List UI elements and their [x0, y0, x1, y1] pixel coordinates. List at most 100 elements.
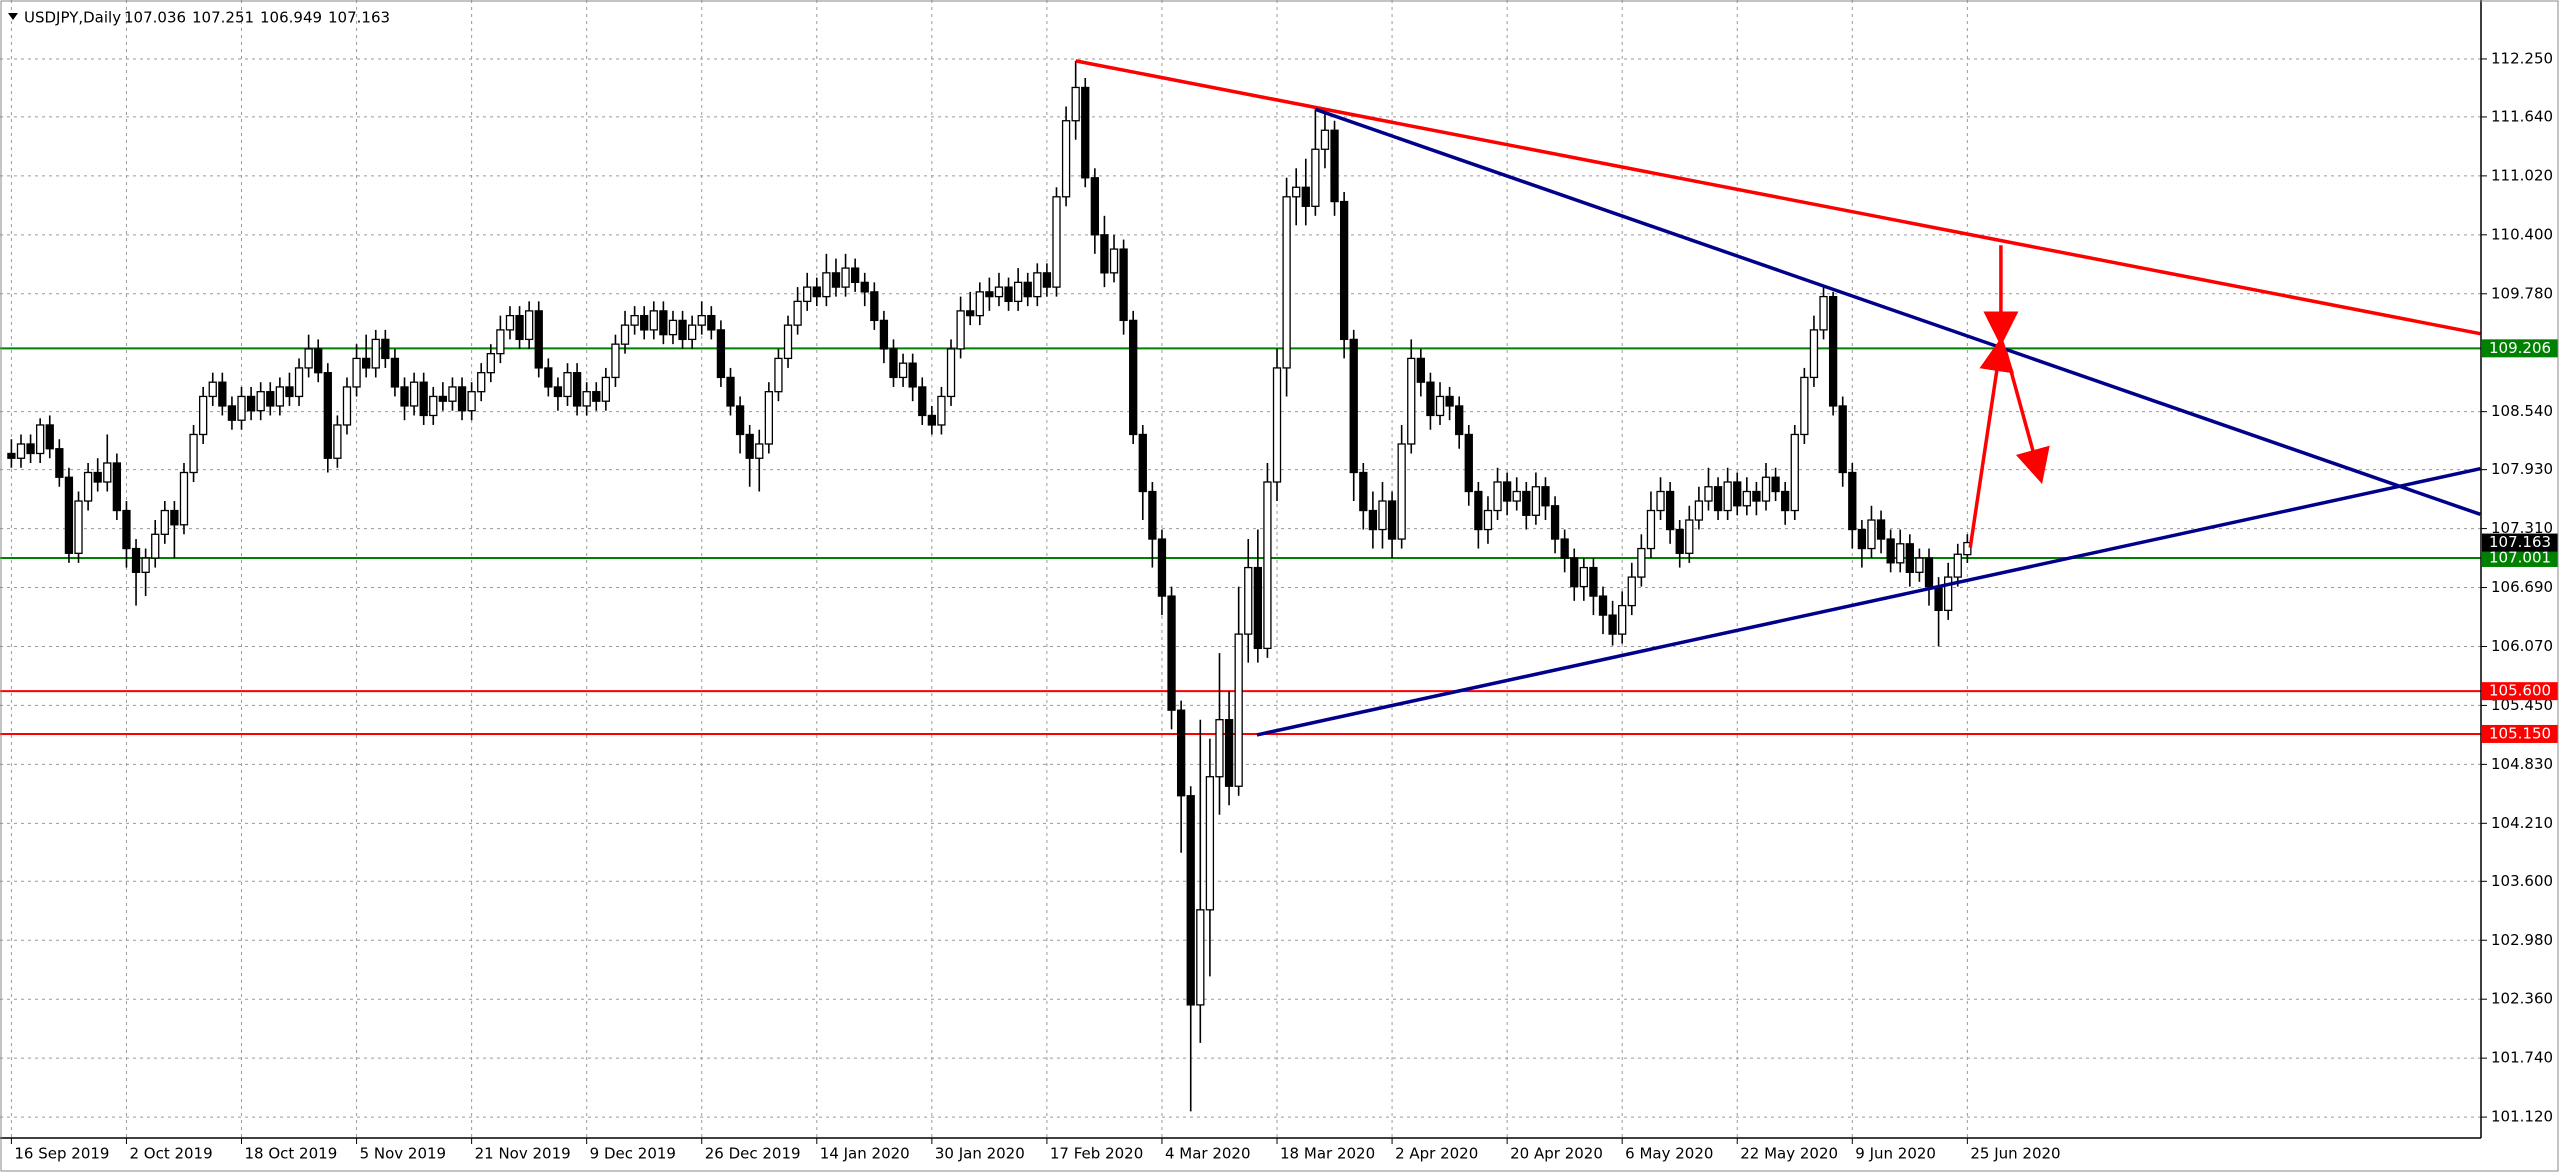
candle-body: [908, 362, 917, 388]
candle-body: [1426, 381, 1435, 417]
candle-body: [879, 319, 889, 350]
candle-body: [1627, 576, 1636, 607]
x-tick-label: 30 Jan 2020: [935, 1145, 1025, 1163]
x-tick-label: 2 Oct 2019: [129, 1145, 212, 1163]
candle-body: [208, 381, 217, 398]
candle-body: [1263, 481, 1272, 650]
candle-body: [1368, 509, 1378, 531]
candle-body: [1541, 486, 1550, 507]
candle-body: [93, 471, 102, 483]
y-tick-label: 101.120: [2491, 1108, 2553, 1126]
x-tick-label: 20 Apr 2020: [1510, 1145, 1603, 1163]
candle-body: [1474, 490, 1483, 531]
x-tick-label: 25 Jun 2020: [1970, 1145, 2060, 1163]
candle-body: [1934, 585, 1943, 612]
x-tick-label: 4 Mar 2020: [1165, 1145, 1251, 1163]
candle-body: [1023, 281, 1032, 298]
level-label-box: [2482, 339, 2558, 358]
candle-body: [1560, 538, 1569, 559]
candle-body: [975, 291, 984, 317]
candle-body: [371, 338, 380, 369]
candle-body: [898, 362, 908, 379]
candle-body: [1665, 490, 1675, 531]
candle-body: [1176, 709, 1186, 797]
candle-body: [1828, 295, 1838, 407]
candle-body: [534, 310, 543, 369]
candle-body: [745, 433, 754, 459]
candle-body: [1618, 604, 1627, 635]
candle-body: [889, 348, 898, 379]
candle-body: [966, 310, 975, 317]
candle-body: [1905, 543, 1914, 573]
candle-body: [1781, 490, 1790, 512]
x-tick-label: 2 Apr 2020: [1395, 1145, 1478, 1163]
candle-body: [323, 372, 332, 459]
y-tick-label: 112.250: [2491, 49, 2553, 67]
candle-body: [55, 448, 64, 478]
arrow: [2004, 351, 2050, 485]
header-high: 107.251: [192, 9, 254, 27]
trendline: [1075, 59, 2481, 336]
candle-body: [122, 509, 131, 550]
candle-body: [668, 319, 678, 336]
candle-body: [1234, 633, 1243, 787]
candle-body: [803, 286, 812, 303]
candle-body: [1685, 519, 1694, 554]
candle-body: [1550, 505, 1560, 540]
candle-body: [697, 314, 706, 326]
candle-body: [1397, 443, 1406, 540]
candle-body: [1033, 272, 1042, 298]
candle-body: [390, 357, 400, 388]
candle-body: [333, 424, 342, 459]
candle-body: [1771, 476, 1780, 493]
header-close: 107.163: [328, 9, 390, 27]
y-tick-label: 110.400: [2491, 225, 2553, 243]
candle-body: [870, 291, 879, 322]
candle-body: [1713, 486, 1723, 512]
level-label: 105.600: [2489, 682, 2551, 700]
y-tick-label: 108.540: [2491, 402, 2553, 420]
candle-body: [505, 314, 515, 331]
candle-body: [1598, 595, 1608, 616]
y-tick-label: 104.210: [2491, 814, 2553, 832]
candle-body: [1694, 500, 1704, 521]
candle-body: [1742, 490, 1751, 507]
x-tick-label: 9 Jun 2020: [1855, 1145, 1936, 1163]
candle-body: [611, 343, 620, 379]
candle-body: [525, 310, 534, 341]
candle-body: [1138, 433, 1147, 493]
candle-body: [1148, 490, 1157, 540]
candle-body: [649, 310, 658, 331]
candle-body: [1253, 566, 1262, 650]
candle-body: [467, 391, 476, 412]
candle-body: [45, 424, 54, 450]
candle-body: [419, 381, 428, 417]
candle-body: [1790, 433, 1799, 512]
trendlines: [1075, 59, 2481, 737]
candle-body: [1761, 476, 1771, 502]
candle-body: [26, 443, 35, 455]
candle-body: [1848, 471, 1857, 531]
menu-icon[interactable]: [8, 13, 18, 20]
candle-body: [1013, 281, 1023, 303]
y-tick-label: 106.690: [2491, 578, 2553, 596]
candle-body: [352, 357, 361, 388]
candle-body: [1272, 367, 1282, 483]
candle-body: [74, 500, 83, 554]
candle-body: [515, 314, 524, 341]
candle-body: [1042, 272, 1052, 288]
candle-body: [199, 395, 208, 436]
candle-body: [1224, 719, 1234, 787]
candle-body: [822, 272, 831, 298]
candle-body: [151, 533, 160, 559]
y-tick-label: 109.780: [2491, 284, 2553, 302]
header-open: 107.036: [124, 9, 186, 27]
candle-body: [1896, 543, 1905, 564]
candle-body: [1953, 553, 1962, 578]
candle-body: [592, 391, 601, 402]
candle-body: [1570, 557, 1579, 588]
candle-body: [1637, 547, 1646, 578]
candle-body: [294, 367, 304, 398]
